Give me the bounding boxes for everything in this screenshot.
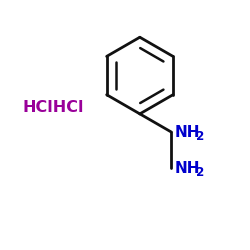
Text: 2: 2 <box>196 130 204 143</box>
Text: 2: 2 <box>196 166 204 179</box>
Text: NH: NH <box>175 161 201 176</box>
Text: NH: NH <box>175 124 201 140</box>
Text: HClHCl: HClHCl <box>22 100 84 115</box>
